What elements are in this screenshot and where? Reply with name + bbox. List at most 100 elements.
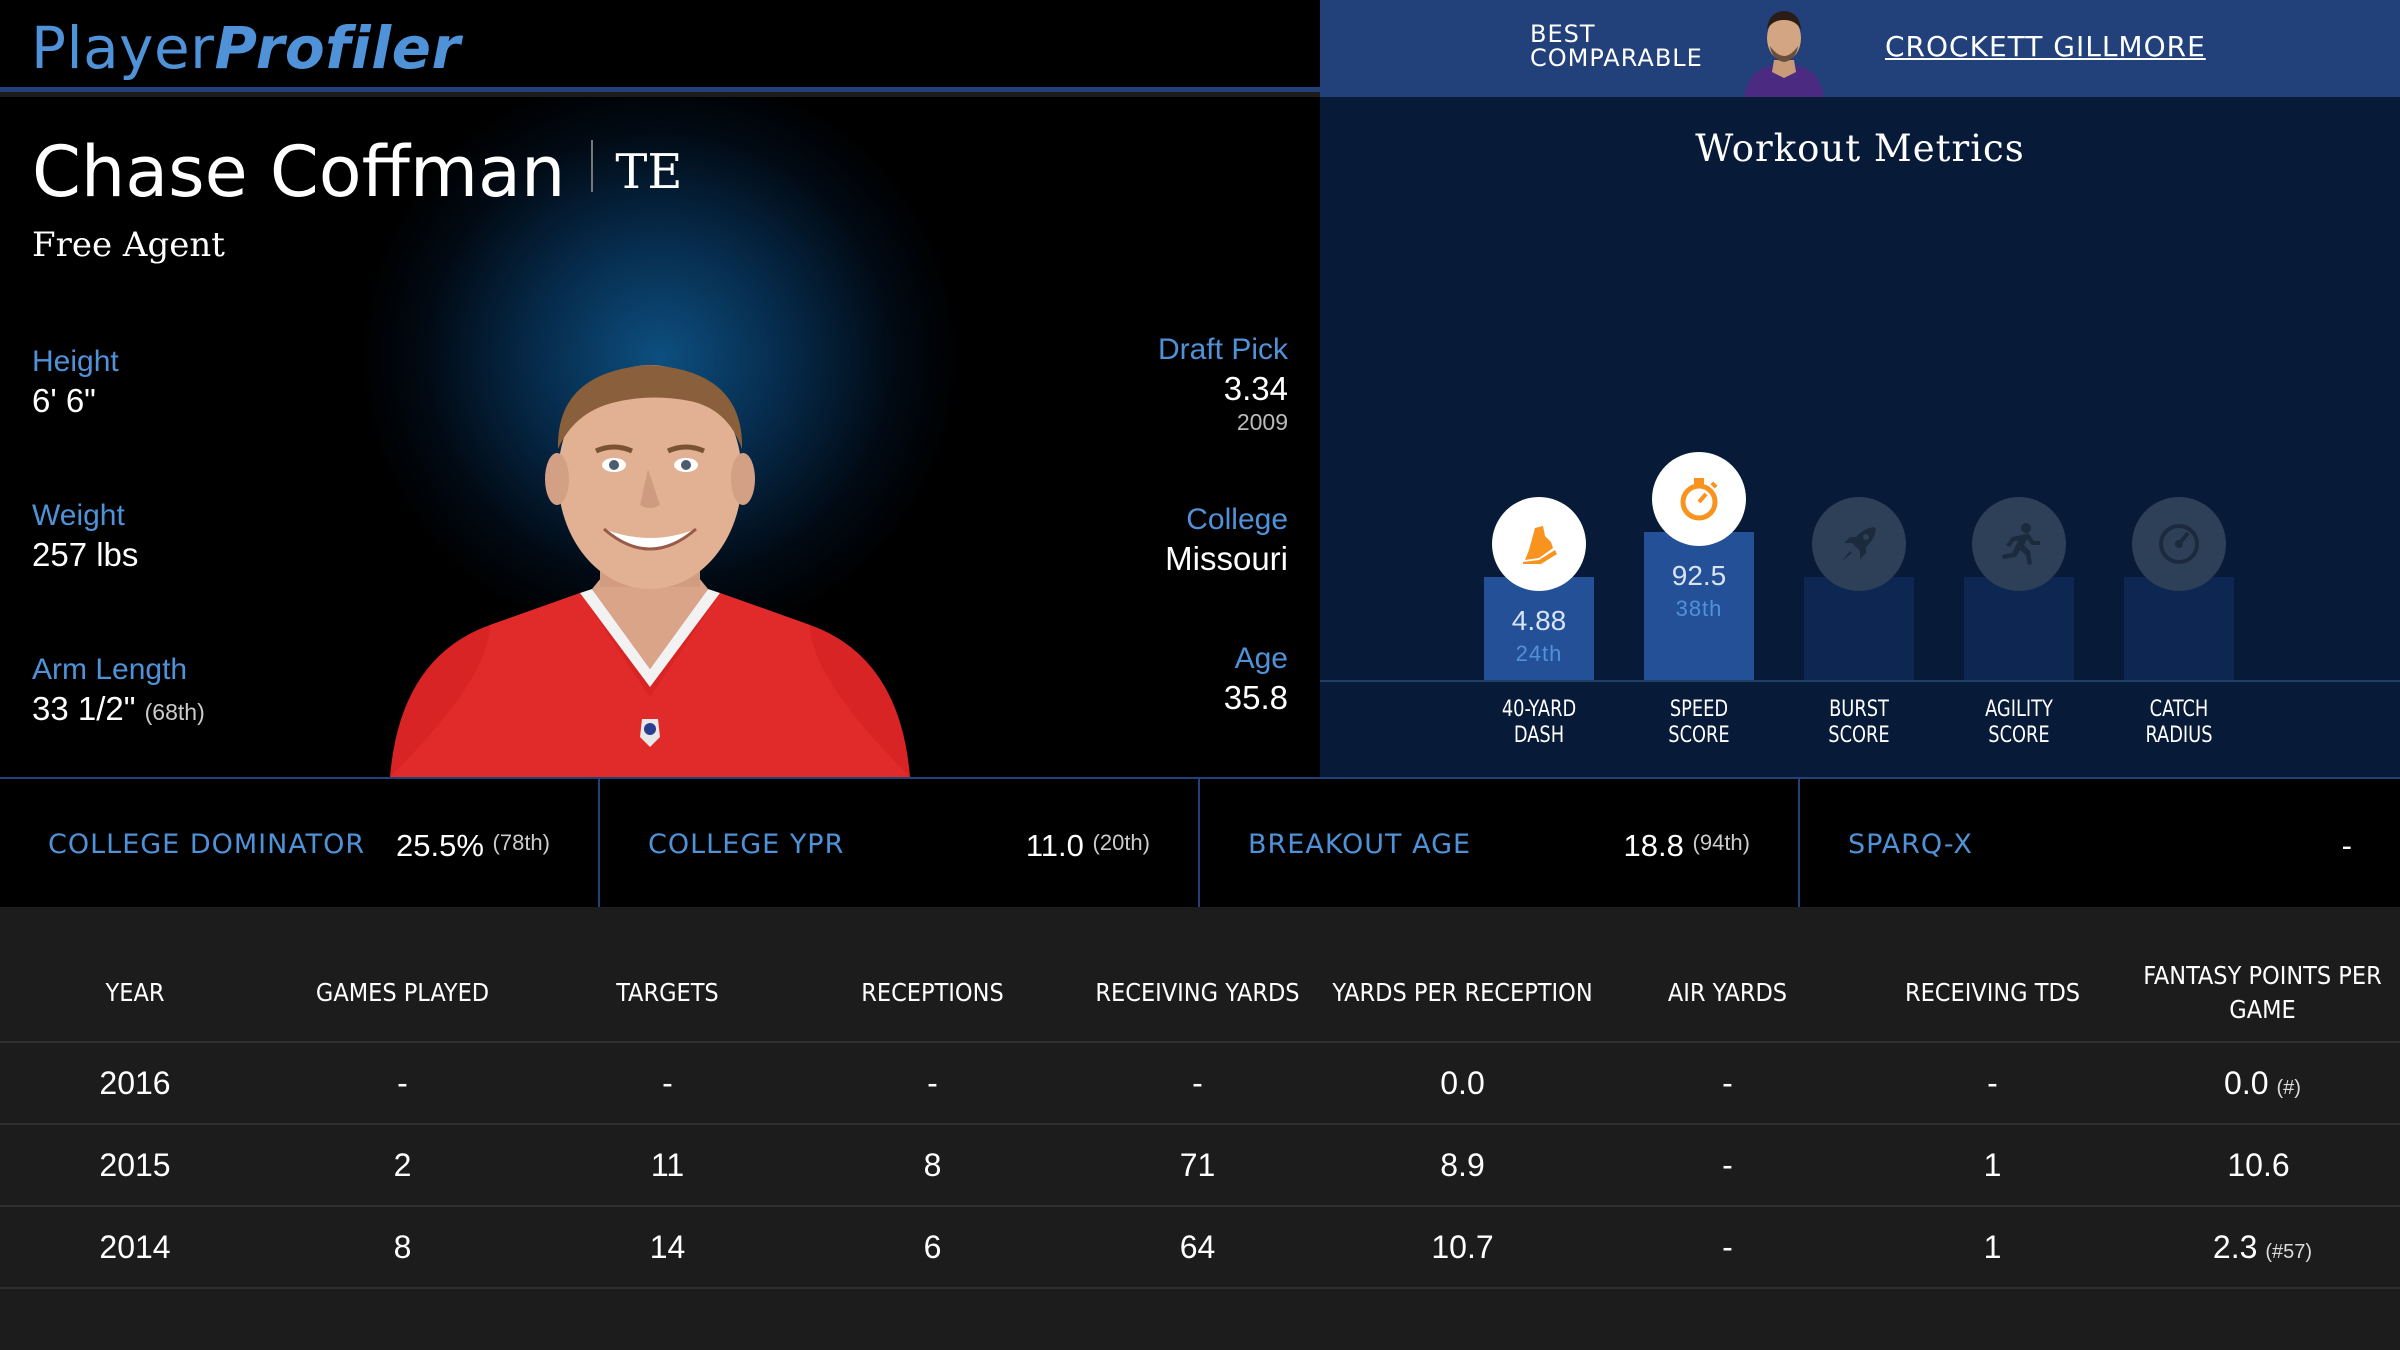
table-cell: 1 xyxy=(1860,1206,2125,1289)
logo-text-player: Player xyxy=(31,14,215,82)
college-label: College xyxy=(1186,503,1288,536)
best-comparable-label: BEST COMPARABLE xyxy=(1530,20,1703,72)
college-stat-number: 11.0 xyxy=(1025,828,1084,863)
table-cell: 8.9 xyxy=(1330,1124,1595,1207)
age-value: 35.8 xyxy=(1223,679,1288,716)
col-header-receiving-tds[interactable]: RECEIVING TDS xyxy=(1860,907,2125,1043)
table-cell: 1 xyxy=(1860,1124,2125,1207)
metric-40-yard-dash[interactable]: 4.88 24th 40-YARD DASH xyxy=(1484,97,1594,877)
col-header-receiving-yards[interactable]: RECEIVING YARDS xyxy=(1065,907,1330,1043)
draft-pick-stat: Draft Pick 3.34 2009 xyxy=(1158,331,1288,435)
college-stat-number: - xyxy=(2341,828,2352,863)
metric-label: AGILITY SCORE xyxy=(1985,697,2053,748)
comparable-player-photo[interactable] xyxy=(1738,0,1830,97)
player-profile-panel: Chase Coffman TE Free Agent Height 6' 6" … xyxy=(0,97,1320,777)
table-cell: - xyxy=(1065,1042,1330,1125)
player-name: Chase Coffman xyxy=(32,131,566,213)
college-stat-label[interactable]: SPARQ-X xyxy=(1848,829,1973,860)
table-cell: 6 xyxy=(800,1206,1065,1289)
table-row: 2016 - - - - 0.0 - - 0.0 (#) xyxy=(0,1042,2400,1125)
college-ypr-box: COLLEGE YPR 11.0 (20th) xyxy=(600,779,1200,907)
metric-percentile: 38th xyxy=(1675,596,1723,621)
weight-label: Weight xyxy=(32,499,125,532)
table-cell: 2 xyxy=(270,1124,535,1207)
fantasy-rank: (#57) xyxy=(2265,1240,2313,1263)
sparq-x-box: SPARQ-X - xyxy=(1800,779,2400,907)
metric-bar xyxy=(1964,577,2074,680)
college-stat-value: 18.8 (94th) xyxy=(1624,828,1750,864)
season-stats-panel: YEAR GAMES PLAYED TARGETS RECEPTIONS REC… xyxy=(0,907,2400,1350)
height-label: Height xyxy=(32,345,119,378)
col-header-fantasy-points[interactable]: FANTASY POINTS PER GAME xyxy=(2125,907,2400,1043)
col-header-yards-per-reception[interactable]: YARDS PER RECEPTION xyxy=(1330,907,1595,1043)
fantasy-points-value: 2.3 xyxy=(2212,1228,2258,1265)
table-cell: 64 xyxy=(1065,1206,1330,1289)
player-name-row: Chase Coffman TE xyxy=(32,131,682,213)
col-header-receptions[interactable]: RECEPTIONS xyxy=(800,907,1065,1043)
col-header-year[interactable]: YEAR xyxy=(0,907,270,1043)
site-header: PlayerProfiler xyxy=(0,0,1320,92)
table-cell: 2014 xyxy=(0,1206,270,1289)
metric-bar xyxy=(1484,577,1594,680)
table-cell: - xyxy=(1595,1042,1860,1125)
metric-label: SPEED SCORE xyxy=(1668,697,1730,748)
metric-bar xyxy=(1804,577,1914,680)
table-cell: 10.6 xyxy=(2125,1124,2400,1207)
metric-label: 40-YARD DASH xyxy=(1501,697,1577,748)
fantasy-rank: (#) xyxy=(2276,1076,2301,1099)
arm-length-stat: Arm Length 33 1/2" (68th) xyxy=(32,651,205,732)
table-cell: 2.3 (#57) xyxy=(2125,1206,2400,1289)
height-value: 6' 6" xyxy=(32,382,96,419)
name-divider xyxy=(591,140,594,192)
col-header-games-played[interactable]: GAMES PLAYED xyxy=(270,907,535,1043)
table-cell: 11 xyxy=(535,1124,800,1207)
player-team: Free Agent xyxy=(32,225,225,265)
runner-icon xyxy=(1972,497,2066,591)
metric-value: 4.88 xyxy=(1511,605,1567,636)
table-cell: 8 xyxy=(800,1124,1065,1207)
metric-agility-score[interactable]: AGILITY SCORE xyxy=(1964,97,2074,877)
age-stat: Age 35.8 xyxy=(1224,640,1288,718)
best-comparable-link[interactable]: CROCKETT GILLMORE xyxy=(1885,30,2206,63)
table-cell: 8 xyxy=(270,1206,535,1289)
metric-label: BURST SCORE xyxy=(1828,697,1890,748)
table-header-row: YEAR GAMES PLAYED TARGETS RECEPTIONS REC… xyxy=(0,907,2400,1043)
table-cell: - xyxy=(270,1042,535,1125)
draft-pick-value: 3.34 xyxy=(1223,370,1288,407)
college-stat-value: - xyxy=(2342,828,2352,864)
gauge-icon xyxy=(2132,497,2226,591)
metric-catch-radius[interactable]: CATCH RADIUS xyxy=(2124,97,2234,877)
table-cell: - xyxy=(1860,1042,2125,1125)
college-stat-label[interactable]: COLLEGE YPR xyxy=(648,829,845,860)
college-stat-number: 25.5% xyxy=(395,828,484,863)
weight-value: 257 lbs xyxy=(32,536,139,573)
college-stat-value: 25.5% (78th) xyxy=(396,828,550,864)
arm-length-label: Arm Length xyxy=(32,653,188,686)
table-row: 2014 8 14 6 64 10.7 - 1 2.3 (#57) xyxy=(0,1206,2400,1289)
player-photo xyxy=(390,365,910,777)
college-stat-number: 18.8 xyxy=(1623,828,1684,863)
col-header-air-yards[interactable]: AIR YARDS xyxy=(1595,907,1860,1043)
college-stat-rank: (94th) xyxy=(1692,830,1750,855)
breakout-age-box: BREAKOUT AGE 18.8 (94th) xyxy=(1200,779,1800,907)
best-comparable-bar: BEST COMPARABLE CROCKETT GILLMORE xyxy=(1320,0,2400,97)
metric-bar xyxy=(1644,532,1754,680)
col-header-targets[interactable]: TARGETS xyxy=(535,907,800,1043)
college-stats-strip: COLLEGE DOMINATOR 25.5% (78th) COLLEGE Y… xyxy=(0,777,2400,907)
college-stat-label[interactable]: COLLEGE DOMINATOR xyxy=(48,829,366,860)
table-cell: 2015 xyxy=(0,1124,270,1207)
draft-pick-label: Draft Pick xyxy=(1157,333,1288,366)
metric-burst-score[interactable]: BURST SCORE xyxy=(1804,97,1914,877)
metric-value: 92.5 xyxy=(1671,560,1727,591)
table-cell: 0.0 xyxy=(1330,1042,1595,1125)
table-cell: - xyxy=(1595,1206,1860,1289)
arm-length-value: 33 1/2" xyxy=(32,690,136,727)
college-stat-label[interactable]: BREAKOUT AGE xyxy=(1248,829,1472,860)
metrics-baseline xyxy=(1320,680,2400,682)
metric-speed-score[interactable]: 92.5 38th SPEED SCORE xyxy=(1644,97,1754,877)
site-logo[interactable]: PlayerProfiler xyxy=(31,14,461,82)
table-cell: 2016 xyxy=(0,1042,270,1125)
workout-metrics-title: Workout Metrics xyxy=(1695,127,2025,170)
table-cell: 71 xyxy=(1065,1124,1330,1207)
table-cell: 10.7 xyxy=(1330,1206,1595,1289)
